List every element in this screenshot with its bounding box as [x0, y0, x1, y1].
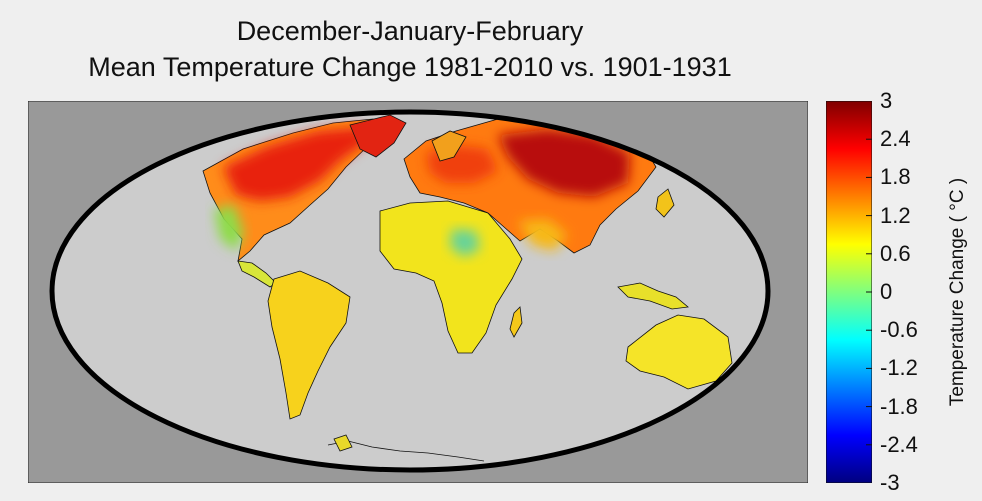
- colorbar-tick-label: 1.2: [880, 202, 911, 228]
- colorbar-tick-label: 0.6: [880, 240, 911, 266]
- colorbar-tick-label: 1.8: [880, 164, 911, 190]
- colorbar-label: Temperature Change ( °C ): [947, 177, 968, 407]
- scandinavia: [431, 130, 467, 162]
- chart-title-line2: Mean Temperature Change 1981-2010 vs. 19…: [88, 52, 732, 82]
- sahel-cool-spot: [450, 229, 480, 257]
- antarctic-peninsula: [333, 434, 353, 452]
- southeast-asia-islands: [617, 282, 689, 310]
- colorbar-tick-label: -2.4: [880, 431, 918, 457]
- colorbar-tick-label: -1.2: [880, 355, 918, 381]
- colorbar-tick-label: 3: [880, 88, 893, 113]
- siberia-hot-core: [498, 129, 630, 197]
- africa: [379, 200, 523, 354]
- greenland: [349, 114, 407, 158]
- us-southwest: [214, 205, 244, 251]
- globe-outline: [49, 109, 771, 473]
- north-america-warm-core: [223, 127, 368, 201]
- chart-title-line1: December-January-February: [236, 16, 584, 46]
- temperature-map: [28, 101, 808, 483]
- colorbar-tick-label: -3: [880, 470, 900, 495]
- colorbar-tick-label: 2.4: [880, 126, 911, 152]
- colorbar-tick-label: -0.6: [880, 317, 918, 343]
- colorbar-gradient: [826, 101, 872, 483]
- south-asia: [518, 219, 568, 251]
- colorbar-tick-label: 0: [880, 279, 893, 304]
- colorbar-tick-label: -1.8: [880, 393, 918, 419]
- australia: [625, 314, 733, 390]
- madagascar: [509, 306, 523, 338]
- japan: [655, 188, 675, 218]
- colorbar: [826, 101, 872, 483]
- south-america: [267, 270, 351, 420]
